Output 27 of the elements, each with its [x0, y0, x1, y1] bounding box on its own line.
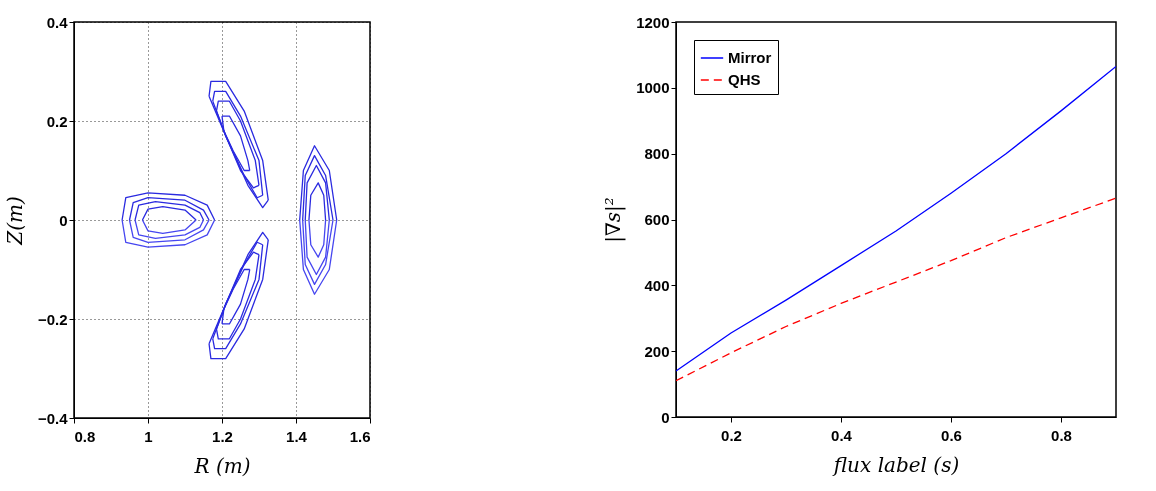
x-tick-label: 0.6	[941, 426, 962, 444]
x-tick-label: 1.6	[349, 427, 371, 445]
y-tick-label: 0	[59, 211, 68, 229]
x-tick-label: 0.4	[831, 426, 853, 444]
y-axis-title: |∇s|²	[601, 197, 627, 243]
x-tick-label: 0.8	[74, 427, 96, 445]
y-tick-label: −0.4	[37, 409, 69, 427]
y-tick-label: 1200	[636, 13, 670, 31]
y-axis-title: Z(m)	[2, 196, 27, 246]
x-tick-label: 1	[144, 427, 153, 445]
y-tick-label: 0.4	[46, 13, 69, 31]
y-tick-label: 0.2	[46, 112, 68, 130]
y-tick-label: 0	[661, 408, 670, 426]
x-tick-label: 1.4	[286, 427, 308, 445]
x-tick-label: 1.2	[212, 427, 233, 445]
x-axis-title: R (m)	[193, 453, 251, 478]
y-tick-label: 800	[644, 145, 670, 163]
y-tick-label: −0.2	[37, 310, 68, 328]
legend-label: Mirror	[728, 49, 772, 66]
x-axis-title: flux label (s)	[831, 452, 960, 477]
x-tick-label: 0.2	[721, 426, 742, 444]
y-tick-label: 1000	[636, 79, 670, 97]
y-tick-label: 600	[644, 211, 670, 228]
x-tick-label: 0.8	[1051, 426, 1072, 444]
y-tick-label: 200	[644, 342, 670, 360]
y-tick-label: 400	[644, 276, 670, 294]
legend-label: QHS	[728, 71, 761, 88]
